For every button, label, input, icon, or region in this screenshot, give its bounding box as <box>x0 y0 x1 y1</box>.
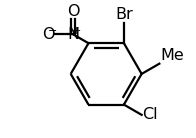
Text: +: + <box>71 26 81 36</box>
Text: Br: Br <box>115 7 133 22</box>
Text: O: O <box>42 27 55 42</box>
Text: Me: Me <box>160 48 184 63</box>
Text: −: − <box>48 26 57 35</box>
Text: Cl: Cl <box>142 107 158 122</box>
Text: O: O <box>67 4 79 19</box>
Text: N: N <box>67 27 79 42</box>
